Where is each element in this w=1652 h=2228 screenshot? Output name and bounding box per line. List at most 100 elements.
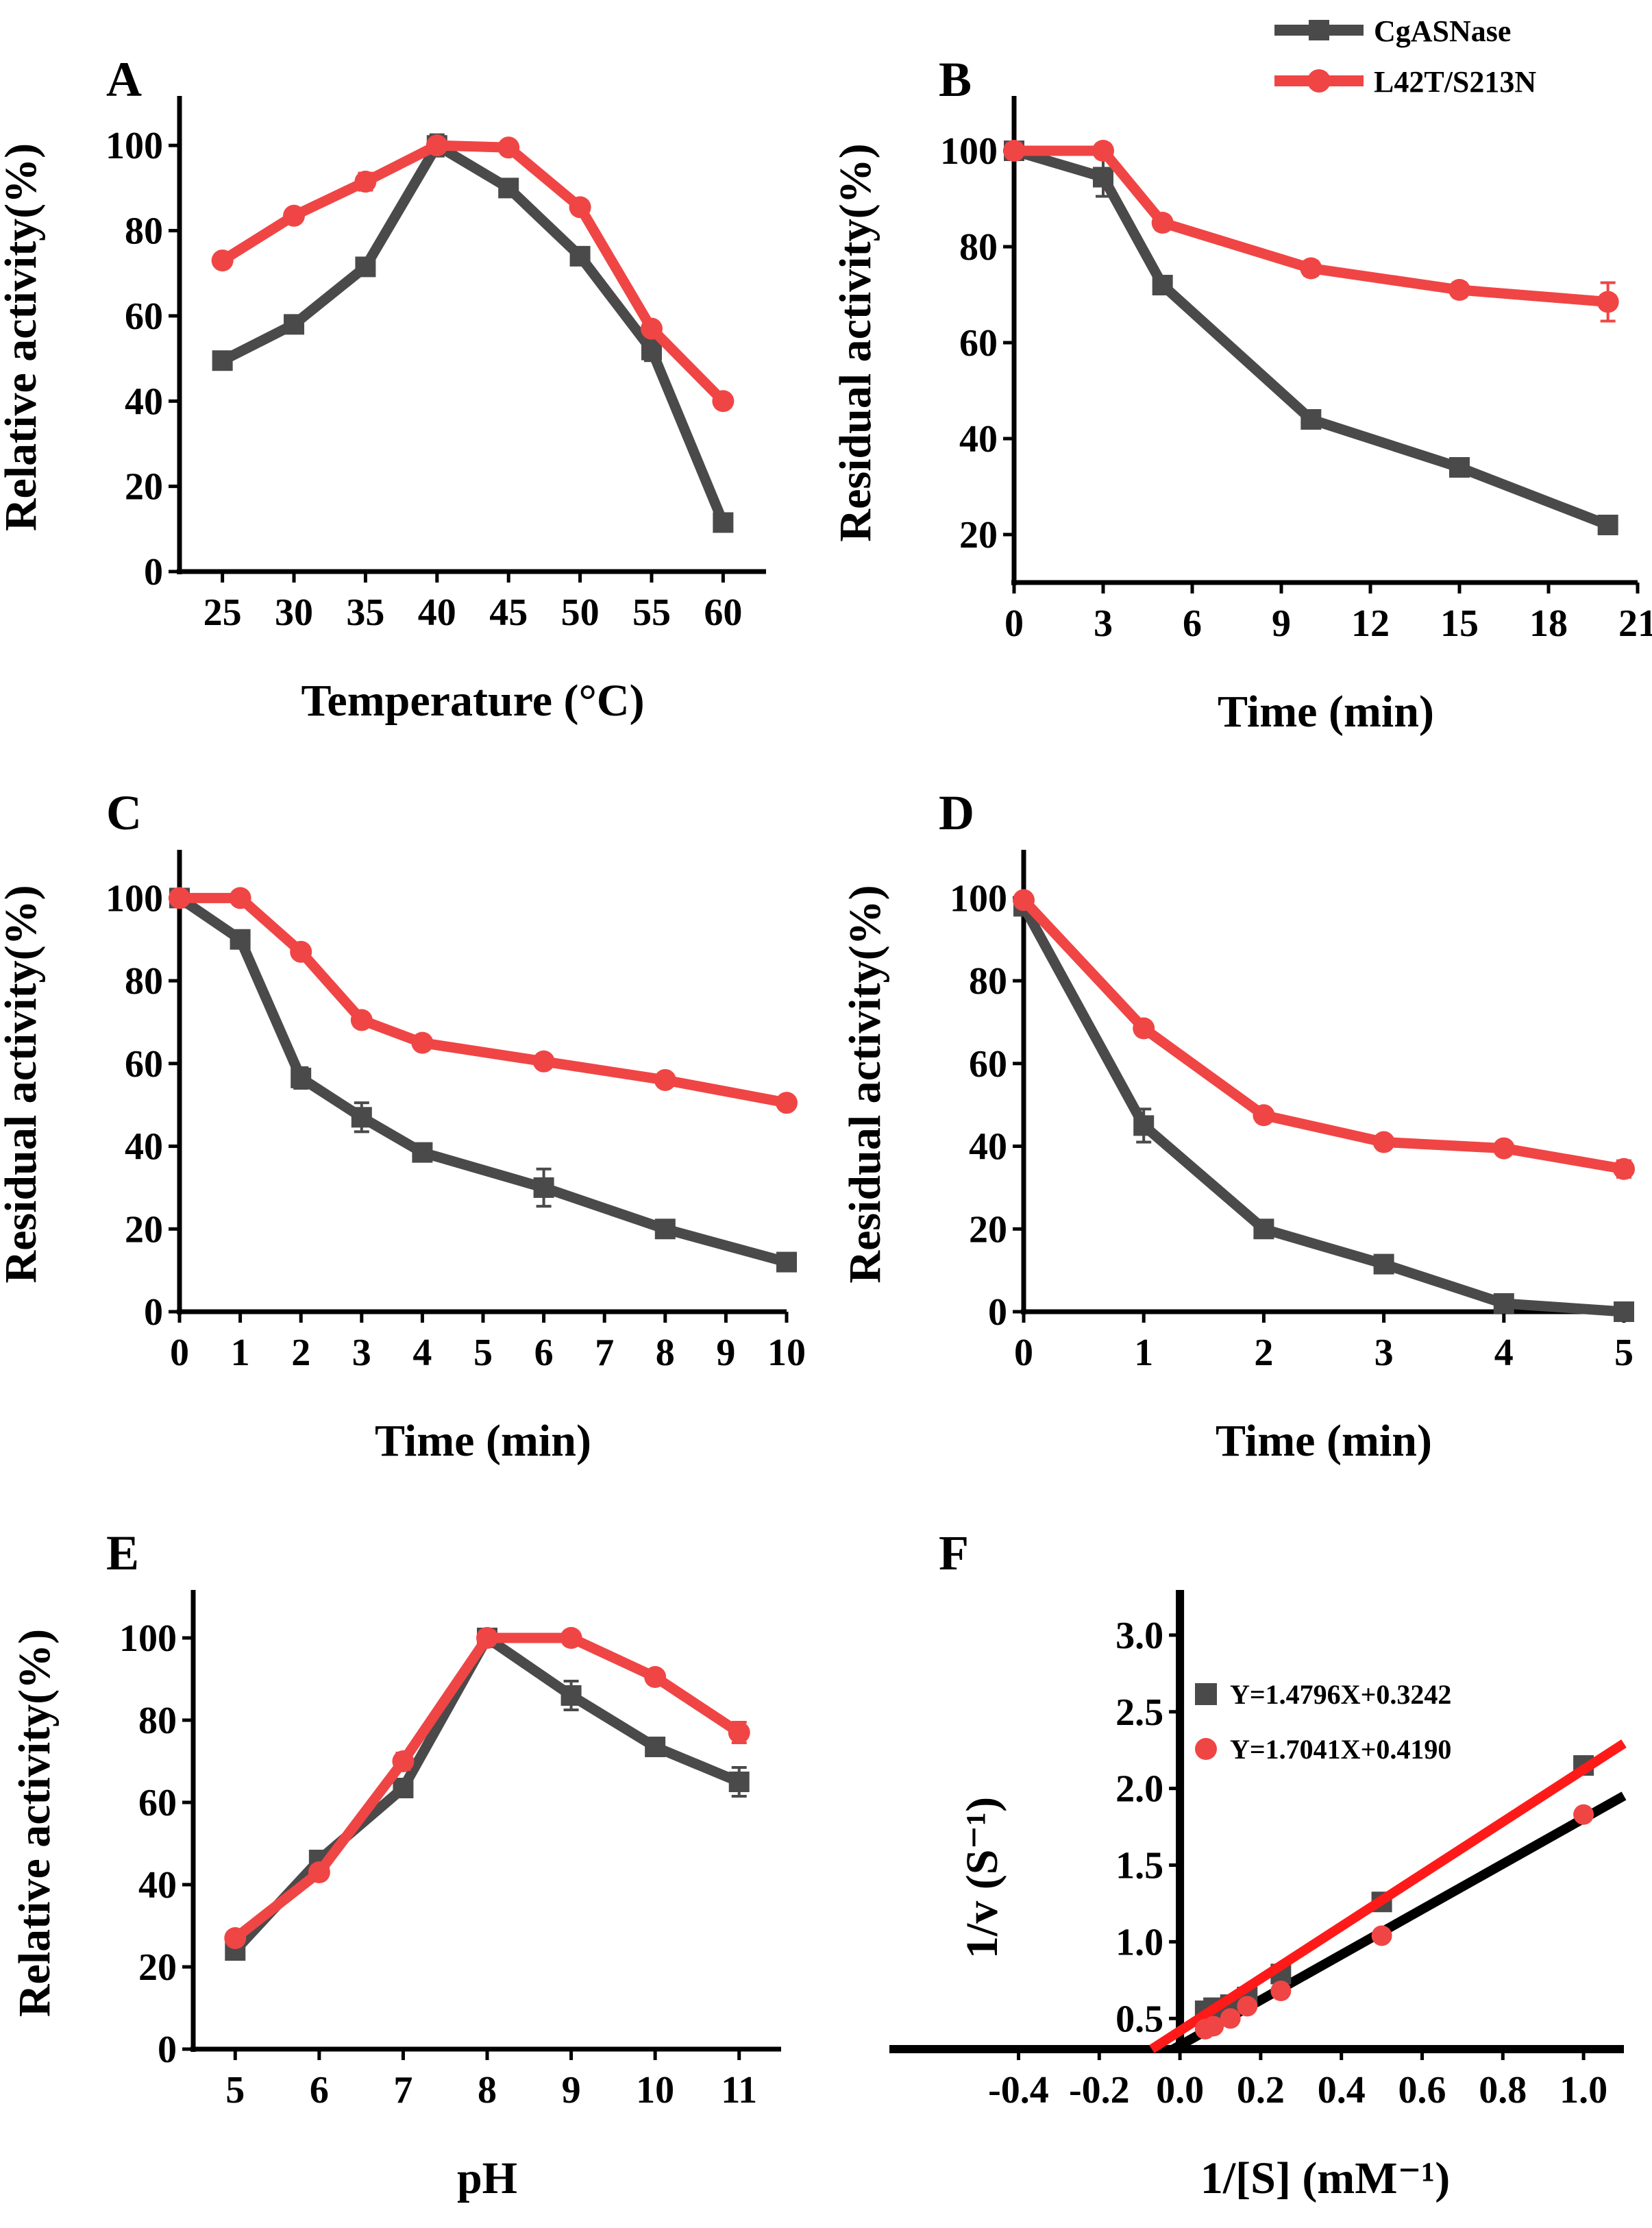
x-tick-label: 30 bbox=[275, 591, 313, 634]
y-tick-label: 20 bbox=[969, 1208, 1007, 1251]
x-tick-label: 0 bbox=[170, 1332, 189, 1374]
series-line bbox=[1012, 145, 1610, 530]
y-tick-label: 40 bbox=[125, 1126, 163, 1168]
x-tick-label: 1 bbox=[231, 1332, 250, 1374]
y-tick-label: 2.5 bbox=[1115, 1691, 1163, 1734]
x-tick-label: 10 bbox=[767, 1332, 806, 1374]
x-tick-label: 7 bbox=[393, 2069, 412, 2111]
y-tick-label: 40 bbox=[138, 1864, 177, 1907]
x-tick-label: 5 bbox=[225, 2069, 245, 2111]
x-axis-label: Time (min) bbox=[1216, 1416, 1432, 1466]
data-point bbox=[776, 1092, 798, 1114]
equation-label: Y=1.7041X+0.4190 bbox=[1230, 1734, 1451, 1765]
x-tick-label: 4 bbox=[412, 1332, 432, 1374]
x-tick-label: 6 bbox=[310, 2069, 329, 2111]
data-point bbox=[426, 134, 448, 157]
panel-label: B bbox=[939, 52, 972, 107]
y-tick-label: 1.5 bbox=[1115, 1845, 1163, 1887]
data-point bbox=[776, 1251, 797, 1273]
x-tick-label: 11 bbox=[721, 2069, 757, 2111]
x-tick-label: 8 bbox=[656, 1332, 675, 1374]
series-line bbox=[176, 894, 788, 1267]
y-tick-label: 80 bbox=[125, 210, 163, 253]
y-tick-label: 100 bbox=[950, 877, 1007, 920]
data-point bbox=[1493, 1293, 1514, 1314]
x-tick-label: 12 bbox=[1351, 602, 1390, 645]
legend-label-cgasnase: CgASNase bbox=[1374, 14, 1511, 48]
x-tick-label: 10 bbox=[636, 2069, 674, 2111]
x-tick-label: 0 bbox=[1004, 602, 1024, 645]
y-tick-label: 3.0 bbox=[1115, 1615, 1163, 1657]
data-point bbox=[654, 1219, 676, 1240]
data-point bbox=[230, 929, 251, 950]
x-tick-label: 0.4 bbox=[1318, 2069, 1366, 2111]
y-tick-label: 80 bbox=[125, 960, 163, 1003]
y-tick-label: 0.5 bbox=[1115, 1998, 1163, 2040]
data-point bbox=[1093, 167, 1113, 188]
series-l42t-s213n bbox=[169, 887, 798, 1114]
data-point bbox=[284, 314, 305, 335]
x-tick-label: -0.4 bbox=[988, 2069, 1049, 2111]
data-point bbox=[654, 1068, 676, 1091]
y-tick-label: 80 bbox=[138, 1700, 177, 1742]
data-point bbox=[1300, 409, 1322, 430]
data-point bbox=[1237, 1996, 1258, 2017]
y-tick-label: 60 bbox=[959, 322, 998, 365]
x-tick-label: 18 bbox=[1529, 602, 1568, 645]
x-tick-label: 0.6 bbox=[1398, 2069, 1446, 2111]
y-tick-label: 0 bbox=[144, 551, 163, 593]
panel-d: D 0 1 2 3 4 5 0 20 40 60 80 100 Time (min) Residual ac… bbox=[840, 785, 1635, 1466]
y-tick-label: 100 bbox=[106, 125, 163, 167]
data-point bbox=[476, 1627, 498, 1649]
data-point bbox=[560, 1627, 582, 1649]
series-cgasnase bbox=[1004, 140, 1618, 535]
panel-label: C bbox=[106, 785, 142, 840]
y-axis-label: Relative activity(%) bbox=[0, 143, 46, 531]
data-point bbox=[1573, 1804, 1594, 1825]
x-tick-label: 2 bbox=[1254, 1332, 1273, 1374]
data-point bbox=[569, 196, 591, 219]
data-point bbox=[224, 1927, 247, 1949]
data-point bbox=[1092, 140, 1114, 162]
x-tick-label: -0.2 bbox=[1069, 2069, 1130, 2111]
series-line bbox=[219, 140, 727, 405]
y-axis-label: Relative activity(%) bbox=[10, 1629, 60, 2017]
data-point bbox=[411, 1031, 434, 1054]
data-point bbox=[498, 177, 519, 199]
x-axis-label: Temperature (°C) bbox=[301, 676, 644, 726]
series-l42t-s213n bbox=[1149, 1739, 1627, 2053]
series-cgasnase bbox=[1013, 896, 1634, 1322]
data-point bbox=[308, 1861, 330, 1883]
data-point bbox=[1253, 1219, 1274, 1240]
x-tick-label: 5 bbox=[473, 1332, 493, 1374]
figure-legend: CgASNase L42T/S213N bbox=[1274, 14, 1536, 99]
y-tick-label: 40 bbox=[125, 380, 163, 423]
data-point bbox=[1492, 1137, 1515, 1160]
data-point bbox=[533, 1177, 554, 1198]
y-tick-label: 0 bbox=[988, 1291, 1007, 1334]
legend-marker-l42t-s213n bbox=[1307, 69, 1331, 93]
data-point bbox=[532, 1050, 555, 1073]
x-axis-label: Time (min) bbox=[1218, 687, 1434, 737]
x-tick-label: 0 bbox=[1014, 1332, 1033, 1374]
x-tick-label: 3 bbox=[1094, 602, 1113, 645]
data-point bbox=[1003, 140, 1025, 162]
data-point bbox=[497, 136, 520, 159]
data-point bbox=[169, 887, 190, 909]
data-point bbox=[728, 1722, 750, 1743]
x-tick-label: 55 bbox=[632, 591, 671, 634]
panel-label: D bbox=[939, 785, 974, 840]
data-point bbox=[1270, 1980, 1292, 2001]
data-point bbox=[713, 512, 734, 533]
series-line bbox=[1014, 145, 1609, 307]
x-tick-label: 4 bbox=[1494, 1332, 1514, 1374]
data-point bbox=[644, 1666, 667, 1688]
y-tick-label: 2.0 bbox=[1115, 1768, 1163, 1811]
x-tick-label: 8 bbox=[478, 2069, 497, 2111]
y-axis-label: 1/v (S⁻¹) bbox=[957, 1797, 1007, 1959]
data-point bbox=[412, 1142, 433, 1163]
data-point bbox=[212, 350, 233, 371]
y-tick-label: 100 bbox=[940, 130, 998, 173]
y-tick-label: 60 bbox=[969, 1043, 1007, 1086]
